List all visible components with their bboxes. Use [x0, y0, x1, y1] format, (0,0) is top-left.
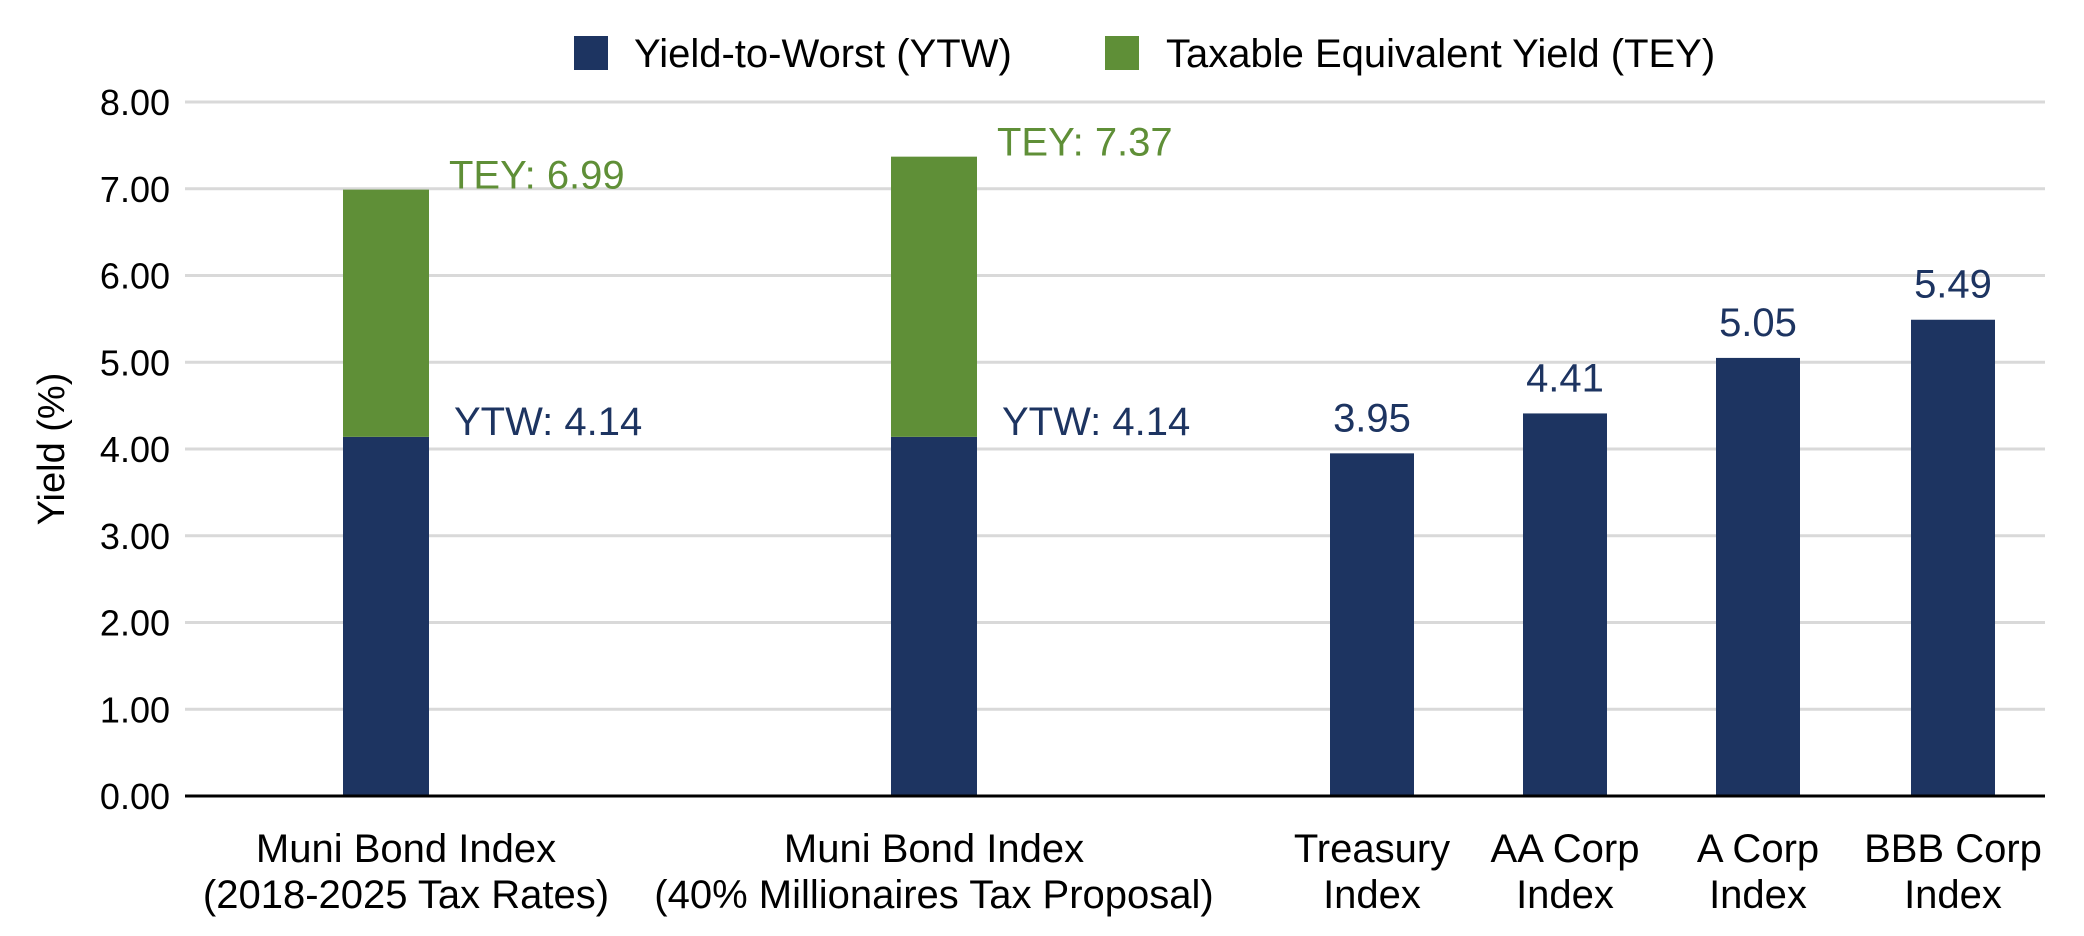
- y-tick-label: 1.00: [100, 689, 170, 730]
- y-tick-label: 3.00: [100, 516, 170, 557]
- y-axis-title: Yield (%): [31, 373, 73, 526]
- ytw-data-label: 5.49: [1914, 263, 1992, 307]
- category-label: AA Corp: [1491, 827, 1640, 871]
- bars: [343, 156, 1995, 796]
- bar-ytw: [343, 436, 429, 796]
- bar-ytw: [1330, 453, 1414, 796]
- tey-data-label: TEY: 7.37: [997, 121, 1173, 165]
- category-label: Muni Bond Index: [256, 827, 556, 871]
- ytw-data-label: 5.05: [1719, 301, 1797, 345]
- legend: Yield-to-Worst (YTW) Taxable Equivalent Y…: [574, 32, 1715, 76]
- bar-ytw: [1716, 357, 1800, 796]
- ytw-data-label: YTW: 4.14: [454, 400, 642, 444]
- data-labels: TEY: 6.99 YTW: 4.14 TEY: 7.37 YTW: 4.14 3.95…: [449, 121, 1992, 444]
- bar-ytw: [1911, 319, 1995, 796]
- category-label: Index: [1323, 873, 1421, 917]
- legend-label-tey: Taxable Equivalent Yield (TEY): [1166, 32, 1715, 76]
- y-tick-label: 6.00: [100, 256, 170, 297]
- legend-swatch-ytw: [574, 36, 608, 70]
- category-label: Index: [1904, 873, 2002, 917]
- ytw-data-label: 3.95: [1333, 396, 1411, 440]
- category-label: A Corp: [1697, 827, 1819, 871]
- bar-ytw: [891, 436, 977, 796]
- ytw-data-label: 4.41: [1526, 356, 1604, 400]
- tey-data-label: TEY: 6.99: [449, 154, 625, 198]
- y-tick-label: 4.00: [100, 429, 170, 470]
- category-label: Index: [1516, 873, 1614, 917]
- category-label: (2018-2025 Tax Rates): [203, 873, 609, 917]
- category-label: (40% Millionaires Tax Proposal): [654, 873, 1214, 917]
- category-label: Muni Bond Index: [784, 827, 1084, 871]
- y-tick-label: 7.00: [100, 169, 170, 210]
- y-tick-label: 0.00: [100, 776, 170, 817]
- x-axis: Muni Bond Index(2018-2025 Tax Rates)Muni…: [185, 794, 2045, 917]
- category-label: Index: [1709, 873, 1807, 917]
- bar-tey: [343, 189, 429, 437]
- legend-swatch-tey: [1105, 36, 1139, 70]
- ytw-data-label: YTW: 4.14: [1002, 400, 1190, 444]
- y-tick-label: 2.00: [100, 603, 170, 644]
- category-label: BBB Corp: [1864, 827, 2042, 871]
- y-axis: 0.00 1.00 2.00 3.00 4.00 5.00 6.00 7.00 8.00 Yiel…: [31, 82, 170, 817]
- category-label: Treasury: [1294, 827, 1450, 871]
- bar-tey: [891, 156, 977, 437]
- y-tick-label: 5.00: [100, 342, 170, 383]
- bar-ytw: [1523, 413, 1607, 796]
- y-tick-label: 8.00: [100, 82, 170, 123]
- gridlines: [185, 100, 2045, 711]
- legend-label-ytw: Yield-to-Worst (YTW): [634, 32, 1012, 76]
